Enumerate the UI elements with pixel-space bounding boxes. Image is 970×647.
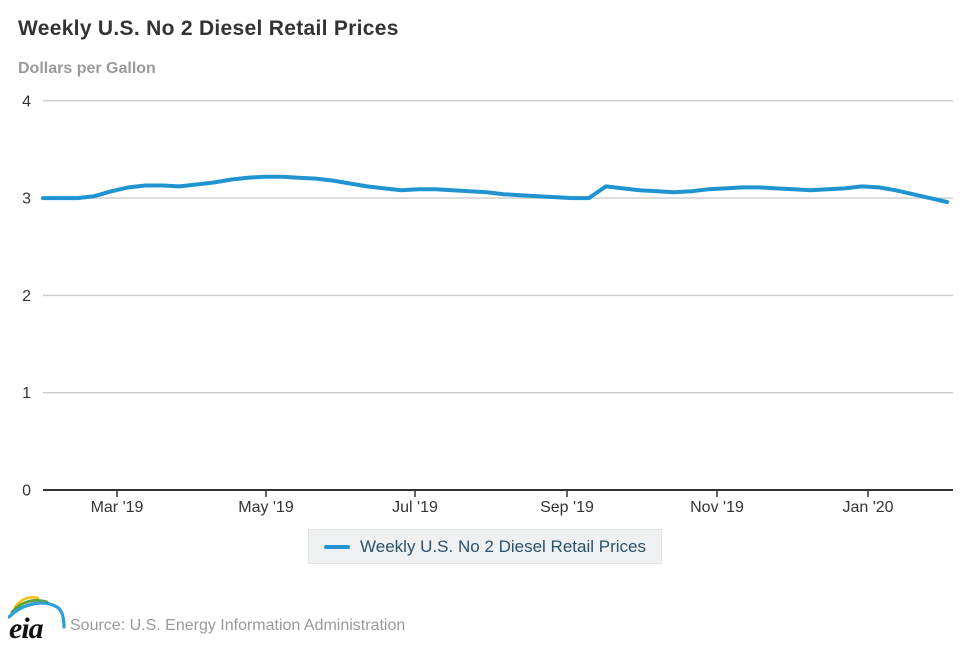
eia-logo-text: eia (9, 612, 44, 643)
eia-logo: eia (8, 595, 66, 643)
price-series-line[interactable] (41, 174, 949, 204)
eia-logo-yellow-arc (13, 595, 40, 609)
y-tick-label: 2 (22, 288, 31, 305)
y-axis-units-label: Dollars per Gallon (18, 60, 156, 77)
x-tick-label: May '19 (238, 499, 294, 516)
x-tick-label: Jan '20 (842, 499, 893, 516)
x-tick-label: Jul '19 (392, 499, 438, 516)
legend-line-swatch (324, 544, 351, 549)
x-tick-label: Nov '19 (690, 499, 744, 516)
eia-logo-blue-swoosh (8, 601, 66, 629)
x-tick-label: Mar '19 (91, 499, 144, 516)
page-title: Weekly U.S. No 2 Diesel Retail Prices (18, 17, 399, 40)
x-tick-label: Sep '19 (540, 499, 594, 516)
legend-item-diesel[interactable]: Weekly U.S. No 2 Diesel Retail Prices (308, 529, 662, 564)
source-attribution: Source: U.S. Energy Information Administ… (70, 617, 406, 634)
y-tick-label: 1 (22, 385, 31, 402)
legend-label: Weekly U.S. No 2 Diesel Retail Prices (360, 536, 646, 556)
y-tick-label: 4 (22, 93, 31, 110)
eia-logo-green-arc (10, 598, 49, 614)
y-tick-label: 0 (22, 483, 31, 500)
y-tick-label: 3 (22, 191, 31, 208)
